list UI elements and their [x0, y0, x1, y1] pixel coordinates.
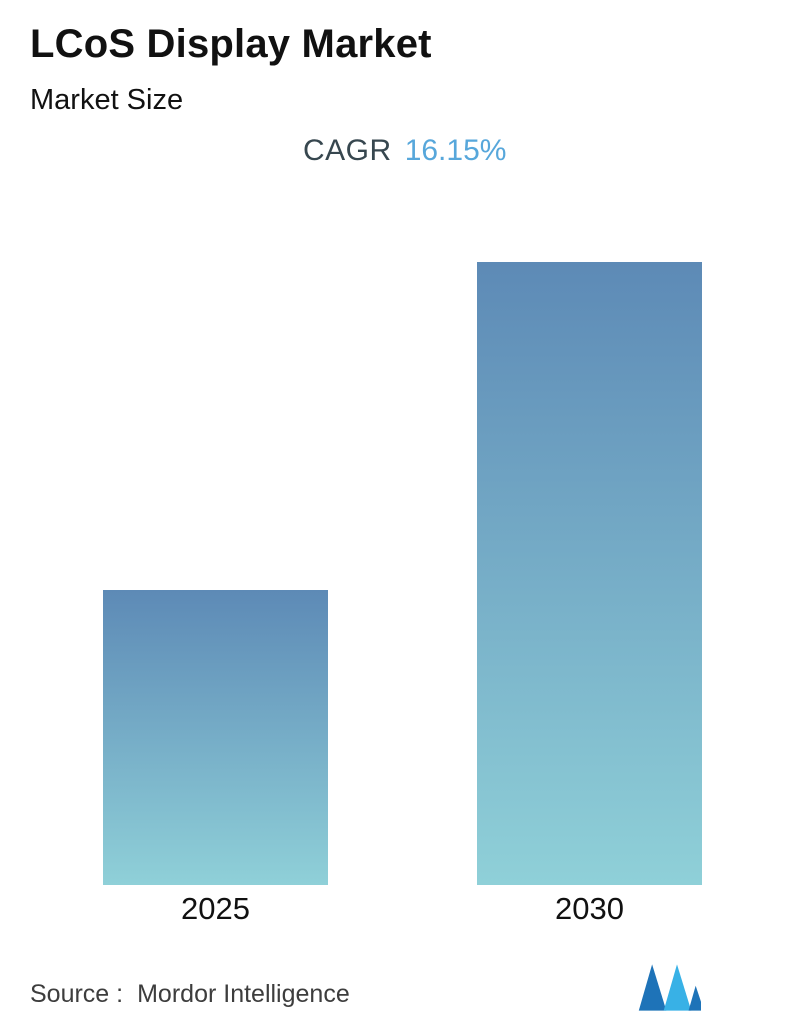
x-axis-label-2025: 2025: [181, 891, 250, 926]
page-title: LCoS Display Market: [30, 22, 432, 66]
cagr-label: CAGR: [303, 134, 392, 167]
cagr-value: 16.15%: [404, 134, 507, 167]
source-attribution: Source : Mordor Intelligence: [30, 980, 350, 1009]
bar-chart: [0, 262, 796, 885]
source-label: Source :: [30, 980, 124, 1008]
cagr-row: CAGR 16.15%: [303, 134, 506, 168]
bar-2025: [103, 590, 328, 885]
x-axis-label-2030: 2030: [555, 891, 624, 926]
source-value: Mordor Intelligence: [137, 980, 350, 1008]
bar-2030: [477, 262, 702, 885]
mordor-intelligence-logo-icon: [638, 964, 701, 1011]
page-subtitle: Market Size: [30, 84, 184, 116]
